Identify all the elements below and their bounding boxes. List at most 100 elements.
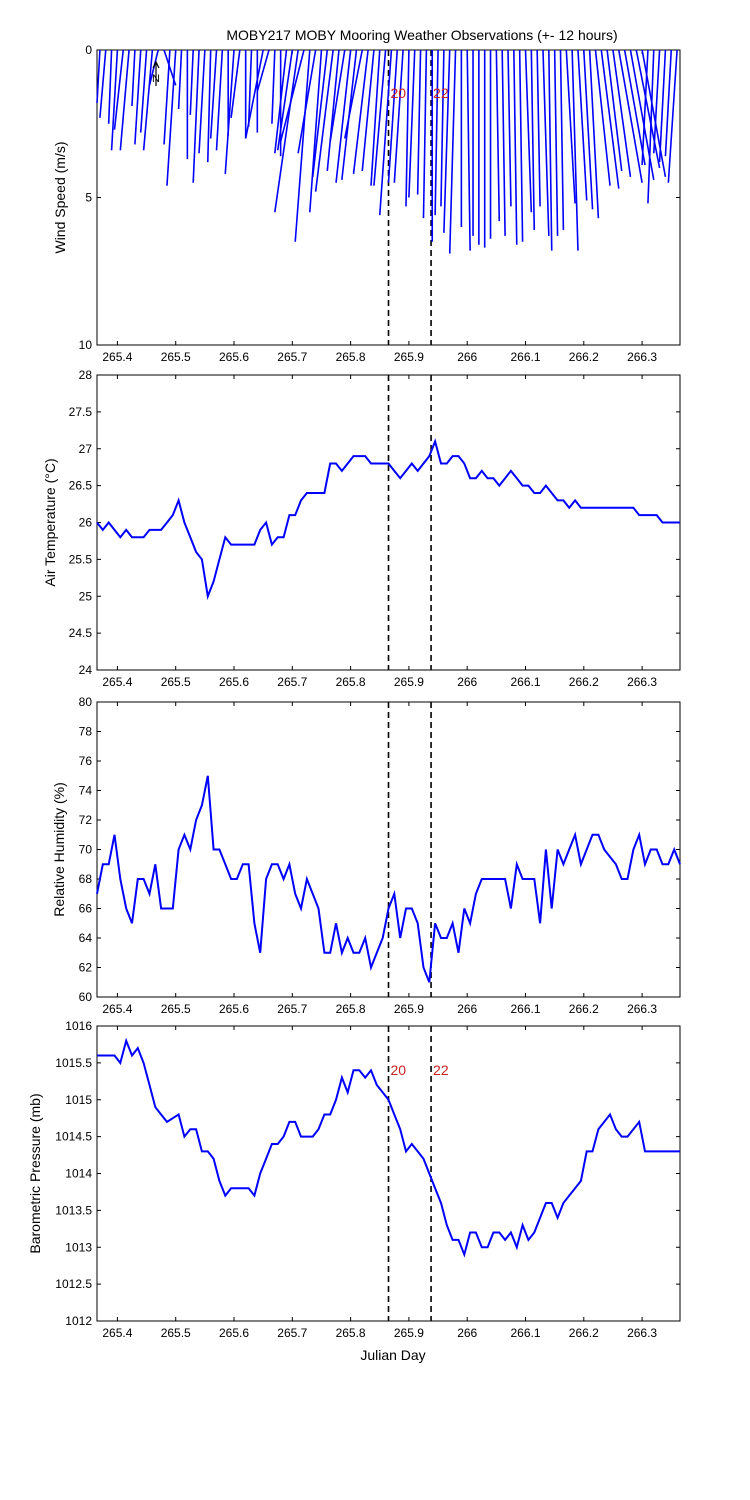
humidity-y-tick-label: 78 <box>79 725 93 739</box>
airtemp-x-tick-label: 266 <box>457 675 477 689</box>
humidity-x-tick-label: 265.9 <box>394 1002 424 1016</box>
humidity-y-tick-label: 70 <box>79 843 93 857</box>
wind-stick <box>588 49 600 219</box>
wind-stick <box>647 49 655 204</box>
wind-stick <box>326 49 340 172</box>
wind-stick <box>513 49 518 245</box>
wind-stick <box>553 49 559 236</box>
wind-stick <box>96 49 101 104</box>
x-axis-label: Julian Day <box>360 1347 425 1363</box>
wind-stick <box>119 49 130 151</box>
wind-stick <box>606 49 623 172</box>
pressure-x-tick-label: 265.9 <box>394 1326 424 1340</box>
airtemp-y-tick-label: 27 <box>79 442 93 456</box>
airtemp-y-tick-label: 24 <box>79 663 93 677</box>
pressure-marker-label: 22 <box>433 1062 449 1078</box>
humidity-y-tick-label: 60 <box>79 990 93 1004</box>
wind-stick <box>279 49 305 142</box>
wind-stick <box>443 49 451 233</box>
wind-stick <box>466 49 471 251</box>
pressure-x-tick-label: 265.8 <box>336 1326 366 1340</box>
wind-stick <box>256 49 270 92</box>
panels-group: 265.4 265.5 265.6 265.7 265.8 265.9 266 266.1 26… <box>27 43 681 1340</box>
wind-panel: 265.4 265.5 265.6 265.7 265.8 265.9 266 266.1 26… <box>52 43 681 364</box>
airtemp-x-tick-label: 265.4 <box>102 675 132 689</box>
wind-stick <box>224 49 235 174</box>
wind-stick <box>177 49 183 110</box>
wind-x-tick-label: 265.7 <box>277 350 307 364</box>
humidity-y-tick-label: 76 <box>79 754 93 768</box>
north-arrow-head <box>152 60 160 69</box>
wind-stick <box>370 49 381 186</box>
wind-y-tick-label: 5 <box>85 191 92 205</box>
pressure-x-tick-label: 266.2 <box>569 1326 599 1340</box>
wind-stick <box>536 49 541 207</box>
wind-stick <box>393 49 404 183</box>
pressure-x-tick-label: 266.1 <box>510 1326 540 1340</box>
wind-stick <box>198 49 206 154</box>
wind-stick <box>294 49 311 242</box>
humidity-x-tick-label: 266.3 <box>627 1002 657 1016</box>
wind-stick <box>405 49 410 207</box>
airtemp-x-tick-label: 266.3 <box>627 675 657 689</box>
wind-stick <box>434 49 439 216</box>
wind-stick <box>192 49 200 183</box>
pressure-x-tick-label: 265.5 <box>161 1326 191 1340</box>
wind-stick <box>107 49 113 124</box>
wind-stick <box>308 49 323 213</box>
wind-stick <box>548 49 553 251</box>
wind-stick <box>113 49 125 130</box>
wind-stick <box>139 49 148 133</box>
wind-stick <box>110 49 119 151</box>
wind-stick <box>343 49 364 139</box>
wind-stick <box>230 49 241 118</box>
wind-stick <box>652 49 661 154</box>
airtemp-x-tick-label: 265.7 <box>277 675 307 689</box>
humidity-x-tick-label: 265.8 <box>336 1002 366 1016</box>
wind-stick <box>408 49 416 198</box>
wind-stick <box>440 49 445 207</box>
wind-stick <box>565 49 576 204</box>
pressure-x-tick-label: 265.4 <box>102 1326 132 1340</box>
wind-stick <box>422 49 428 219</box>
wind-y-tick-label: 0 <box>85 43 92 57</box>
wind-stick <box>501 49 506 236</box>
pressure-y-tick-label: 1015 <box>65 1093 92 1107</box>
wind-stick <box>559 49 565 230</box>
wind-stick <box>617 49 643 183</box>
wind-stick <box>131 49 136 107</box>
wind-stick <box>623 49 646 166</box>
wind-stick <box>600 49 620 189</box>
wind-stick <box>352 49 369 174</box>
wind-stick <box>335 49 352 183</box>
humidity-x-tick-label: 265.6 <box>219 1002 249 1016</box>
humidity-x-tick-label: 266.1 <box>510 1002 540 1016</box>
humidity-y-tick-label: 72 <box>79 813 93 827</box>
wind-stick <box>134 49 142 145</box>
wind-stick <box>276 49 294 151</box>
pressure-y-tick-label: 1012.5 <box>55 1277 92 1291</box>
wind-stick <box>664 49 673 157</box>
wind-stick <box>271 49 276 124</box>
airtemp-x-tick-label: 266.2 <box>569 675 599 689</box>
airtemp-y-axis-label: Air Temperature (°C) <box>42 458 58 586</box>
airtemp-x-tick-label: 266.1 <box>510 675 540 689</box>
wind-stick <box>142 49 154 151</box>
wind-stick <box>495 49 501 222</box>
airtemp-y-tick-label: 28 <box>79 368 93 382</box>
airtemp-x-tick-label: 265.8 <box>336 675 366 689</box>
pressure-x-tick-label: 265.7 <box>277 1326 307 1340</box>
pressure-y-tick-label: 1013.5 <box>55 1203 92 1217</box>
north-arrow-label: N <box>152 73 160 85</box>
wind-marker-label: 22 <box>433 85 449 101</box>
wind-stick <box>314 49 334 192</box>
airtemp-y-tick-label: 25 <box>79 589 93 603</box>
pressure-y-tick-label: 1015.5 <box>55 1056 92 1070</box>
wind-stick <box>378 49 393 216</box>
wind-stick <box>658 49 667 163</box>
pressure-y-tick-label: 1013 <box>65 1240 92 1254</box>
wind-stick <box>507 49 512 207</box>
wind-stick <box>530 49 536 230</box>
